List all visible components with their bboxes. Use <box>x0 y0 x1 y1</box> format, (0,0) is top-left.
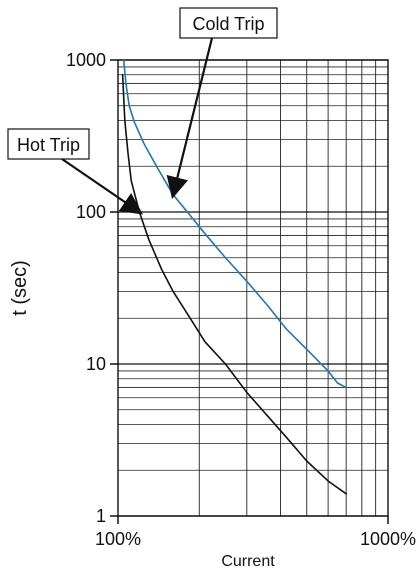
plot-frame <box>117 59 389 517</box>
hot-trip-annotation-label: Hot Trip <box>17 135 80 155</box>
x-tick-label: 100% <box>95 529 141 549</box>
x-axis-label: Current <box>221 553 275 570</box>
frame-layer <box>117 59 389 517</box>
series-line-cold-trip <box>122 59 347 389</box>
tick-label-layer: 1 10 100 1000 100% 1000% <box>66 50 416 549</box>
x-tick-label: 1000% <box>360 529 416 549</box>
y-tick-label: 10 <box>86 354 106 374</box>
y-tick-label: 1000 <box>66 50 106 70</box>
hot-trip-annotation-arrow <box>61 158 144 215</box>
cold-trip-annotation-box <box>179 7 278 39</box>
y-axis-label: t (sec) <box>9 260 31 316</box>
grid-layer <box>118 59 388 517</box>
hot-trip-annotation-box <box>7 128 90 160</box>
series-layer <box>121 59 347 495</box>
annotation-layer: Cold Trip Hot Trip <box>7 7 278 215</box>
cold-trip-annotation-arrow <box>166 37 214 199</box>
y-tick-label: 1 <box>96 506 106 526</box>
cold-trip-annotation-label: Cold Trip <box>192 14 264 34</box>
series-line-hot-trip <box>121 73 347 495</box>
y-tick-label: 100 <box>76 202 106 222</box>
